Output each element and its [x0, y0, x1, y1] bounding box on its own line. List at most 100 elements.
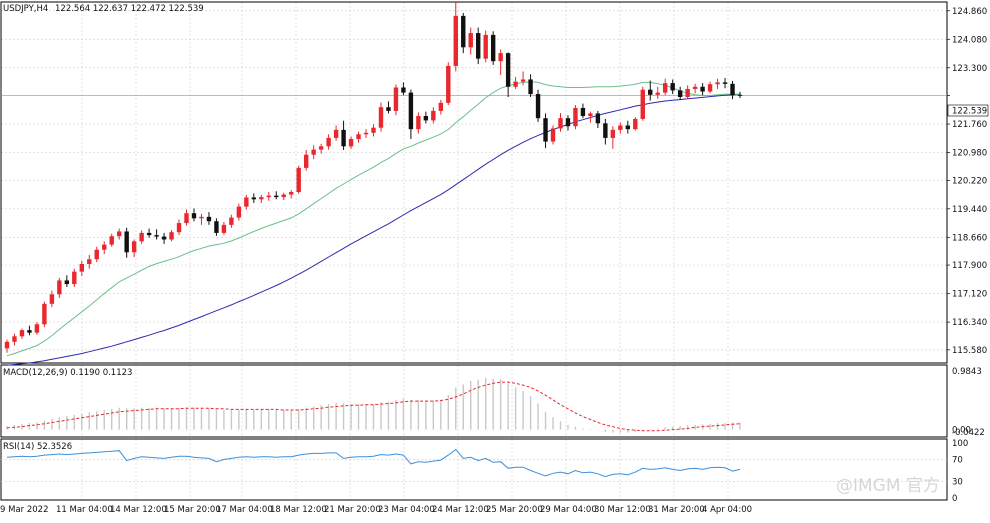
candle-body [558, 118, 563, 129]
candle-body [146, 232, 152, 236]
price-tick-label: 117.120 [952, 290, 987, 300]
candle-body [42, 303, 47, 325]
candle-body [386, 107, 391, 111]
candle-body [520, 79, 526, 82]
candle-body [625, 125, 631, 130]
candle-body [259, 197, 264, 200]
rsi-tick-label: 100 [952, 439, 968, 449]
candle-body [431, 110, 436, 121]
candle-body [184, 213, 189, 224]
candle-body [498, 53, 503, 62]
candle-body [715, 82, 720, 85]
price-tick-label: 120.220 [952, 176, 987, 186]
time-tick-label: 14 Mar 12:00 [110, 505, 167, 515]
candle-body [603, 123, 608, 138]
price-axis: 124.860 124.080 123.300 121.760 120.980 120.2… [947, 7, 987, 504]
candle-body [737, 94, 743, 96]
candle-body [595, 113, 601, 124]
candle-body [378, 107, 384, 128]
macd-pane[interactable] [6, 377, 741, 433]
candle-body [677, 90, 683, 97]
candle-body [588, 113, 593, 116]
candle-body [311, 149, 316, 155]
candle-body [363, 132, 369, 135]
ma-fast-line [6, 81, 741, 357]
candle-body [505, 53, 511, 87]
price-tick-label: 123.300 [952, 64, 987, 74]
price-tick-label: 120.980 [952, 149, 987, 159]
symbol-title: USDJPY,H4 [3, 4, 48, 14]
candle-body [116, 231, 122, 237]
price-tick-label: 119.440 [952, 205, 987, 215]
candle-body [79, 263, 84, 272]
ma-slow-line [6, 93, 741, 366]
candle-body [266, 195, 271, 198]
candle-body [326, 137, 331, 147]
candle-body [461, 15, 466, 48]
price-tick-label: 118.660 [952, 233, 987, 243]
price-tick-label: 117.900 [952, 261, 987, 271]
candle-body [685, 88, 690, 97]
candle-body [483, 34, 488, 59]
rsi-tick-label: 70 [952, 456, 963, 466]
candle-body [19, 330, 25, 337]
candle-body [296, 167, 301, 192]
rsi-line [6, 448, 741, 478]
price-tick-label: 124.860 [952, 7, 987, 17]
candle-body [707, 84, 713, 92]
rsi-title: RSI(14) 52.3526 [3, 442, 72, 452]
candle-body [535, 94, 541, 119]
time-tick-label: 29 Mar 04:00 [540, 505, 597, 515]
time-tick-label: 17 Mar 04:00 [216, 505, 273, 515]
candle-body [468, 33, 473, 48]
candle-body [72, 271, 77, 285]
grid-lines [1, 2, 947, 500]
candle-body [64, 280, 70, 285]
candle-body [640, 89, 645, 119]
rsi-pane[interactable] [1, 448, 947, 482]
candle-body [476, 33, 481, 59]
price-pane-frame [0, 1, 948, 364]
price-pane[interactable] [1, 2, 947, 366]
candle-body [550, 128, 556, 142]
price-tick-label: 121.760 [952, 120, 987, 130]
candle-body [214, 221, 219, 233]
watermark: @IMGM 官方 [836, 476, 940, 496]
candle-body [438, 102, 444, 111]
candle-body [446, 65, 451, 103]
macd-pane-frame [0, 364, 948, 438]
time-tick-label: 25 Mar 20:00 [486, 505, 543, 515]
time-tick-label: 24 Mar 12:00 [432, 505, 489, 515]
candle-body [12, 336, 17, 342]
candle-body [453, 15, 458, 66]
candle-body [565, 118, 571, 127]
macd-tick-label: 0.00 [952, 426, 971, 436]
candle-body [663, 83, 668, 93]
time-tick-label: 31 Mar 20:00 [648, 505, 705, 515]
candle-body [4, 341, 10, 349]
candle-body [94, 249, 99, 260]
candle-body [633, 118, 638, 130]
candle-body [618, 125, 623, 130]
candle-body [423, 116, 429, 121]
candle-body [348, 139, 354, 147]
time-tick-label: 11 Mar 04:00 [56, 505, 113, 515]
macd-tick-label: -0.0422 [952, 428, 985, 438]
candle-body [528, 79, 533, 95]
candle-body [169, 232, 174, 240]
candle-body [49, 294, 55, 304]
candle-body [670, 83, 675, 91]
price-tick-label: 116.340 [952, 318, 987, 328]
candle-body [206, 216, 212, 222]
candle-body [244, 197, 249, 207]
pane-frames [0, 1, 948, 501]
candle-body [274, 195, 279, 198]
candle-body [221, 224, 227, 233]
candle-body [102, 244, 107, 250]
candle-body [648, 89, 653, 95]
candle-body [401, 87, 406, 93]
candle-body [131, 241, 137, 253]
